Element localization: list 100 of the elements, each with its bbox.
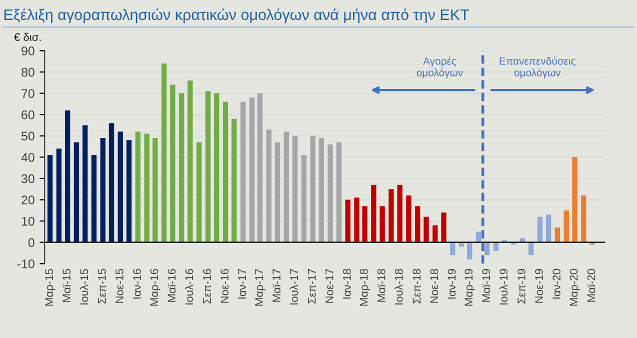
bar: [537, 216, 543, 242]
bar: [564, 210, 569, 242]
x-tick-label: Σεπ-19: [518, 269, 526, 304]
bar: [64, 110, 70, 242]
x-tick-label: Ιουλ-19: [499, 269, 508, 304]
x-tick-label: Μαϊ-15: [62, 268, 71, 302]
bar: [178, 93, 184, 242]
bar: [135, 132, 141, 242]
bar: [301, 155, 306, 242]
bar: [56, 148, 62, 242]
bar: [284, 132, 289, 242]
x-tick-label: Ιουλ-17: [290, 269, 298, 304]
x-tick-label: Μαρ-15: [45, 268, 56, 306]
bar: [232, 118, 237, 242]
chart-title: Εξέλιξη αγοραπωλησιών κρατικών ομολόγων ανά μήνα από την ΕΚΤ: [4, 8, 470, 24]
x-tick-label: Μαρ-16: [150, 268, 160, 306]
y-tick-label: 70: [22, 89, 34, 98]
bar: [467, 242, 472, 260]
x-tick-label: Σεπ-18: [412, 268, 421, 304]
y-tick-label: 20: [22, 196, 34, 204]
x-tick-label: Νοε-18: [430, 268, 438, 303]
bar: [546, 214, 552, 242]
bar: [397, 184, 402, 242]
bar: [493, 242, 499, 251]
bar: [240, 102, 246, 242]
x-tick-label: Ιουλ-18: [394, 268, 403, 304]
bar: [572, 157, 578, 242]
bar: [528, 242, 534, 256]
bar: [188, 80, 193, 242]
bar: [161, 63, 167, 242]
bar: [205, 91, 211, 242]
bar: [196, 142, 202, 242]
bar: [214, 93, 220, 242]
annotation: Αγορές ομολόγων: [416, 56, 463, 78]
bar: [441, 212, 446, 242]
y-tick-label: 10: [22, 216, 34, 226]
x-tick-label: Ιουλ-16: [185, 268, 194, 304]
bar: [82, 125, 88, 242]
x-tick-label: Ιουλ-15: [80, 268, 88, 304]
bar: [450, 242, 456, 256]
x-tick-label: Σεπ-15: [98, 268, 106, 304]
y-tick-label: -10: [17, 259, 34, 268]
x-tick-label: Μαρ-18: [360, 268, 370, 306]
bar: [152, 138, 158, 242]
bar: [354, 198, 360, 242]
x-tick-label: Ιαν-17: [238, 269, 246, 299]
bar: [108, 123, 114, 242]
y-tick-label: 30: [21, 174, 34, 184]
x-tick-label: Σεπ-17: [308, 269, 316, 304]
x-tick-label: Μαρ-17: [255, 269, 266, 306]
bar: [362, 206, 368, 242]
x-tick-label: Μαϊ-20: [587, 268, 596, 302]
bar: [100, 138, 106, 242]
y-tick-label: 40: [21, 152, 34, 162]
bar: [170, 84, 176, 242]
bar: [388, 189, 394, 242]
bar: [554, 227, 560, 242]
bar: [380, 206, 385, 242]
bar: [47, 155, 53, 242]
bar: [328, 144, 333, 242]
bar: [74, 142, 80, 242]
bar: [118, 132, 123, 242]
y-tick-label: 0: [28, 238, 34, 247]
bar: [371, 184, 376, 242]
x-tick-label: Μαρ-19: [464, 269, 475, 306]
bar: [274, 142, 280, 242]
bar: [257, 93, 263, 242]
x-tick-label: Μαϊ-16: [168, 268, 176, 302]
bar: [424, 216, 429, 242]
y-tick-label: 90: [22, 46, 34, 56]
bar: [318, 138, 324, 242]
bar: [336, 142, 342, 242]
x-tick-label: Μαϊ-18: [377, 268, 386, 302]
bar: [345, 200, 350, 242]
bar: [476, 232, 482, 242]
y-tick-label: 60: [22, 110, 34, 120]
bar: [406, 196, 412, 242]
x-tick-label: Νοε-17: [326, 269, 334, 303]
y-tick-label: 50: [21, 132, 34, 141]
x-tick-label: Ιαν-18: [342, 268, 351, 299]
bar: [249, 98, 255, 242]
bar: [484, 242, 490, 256]
bar: [266, 129, 272, 242]
bar: [432, 225, 438, 242]
x-tick-label: Σεπ-16: [203, 268, 211, 304]
bar: [310, 136, 316, 242]
x-tick-label: Νοε-15: [116, 268, 124, 303]
x-tick-label: Μαρ-20: [570, 268, 580, 306]
bar: [415, 206, 420, 242]
x-tick-label: Νοε-19: [535, 269, 543, 303]
x-tick-label: Ιαν-19: [448, 269, 456, 299]
bar: [292, 136, 298, 242]
bar: [222, 102, 228, 242]
bar: [144, 134, 150, 242]
y-axis-title: € δισ.: [14, 32, 41, 42]
y-tick-label: 80: [22, 68, 34, 77]
x-tick-label: Ιαν-16: [133, 268, 141, 299]
bar: [581, 196, 586, 242]
bar: [126, 140, 132, 242]
x-tick-label: Ιαν-20: [552, 268, 560, 299]
